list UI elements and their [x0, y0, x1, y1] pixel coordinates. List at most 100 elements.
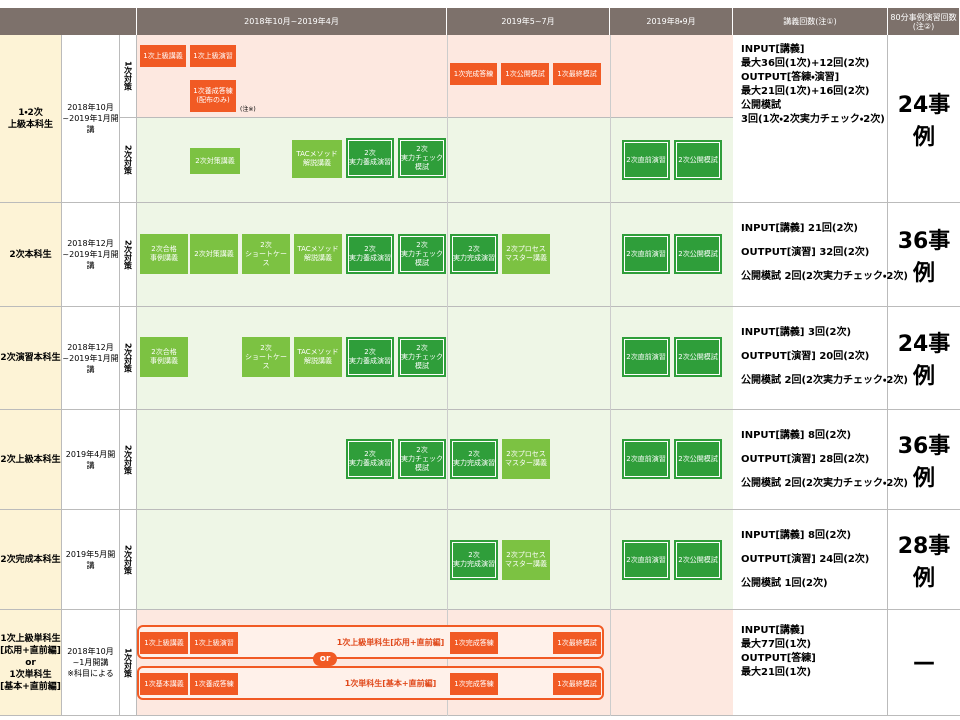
course-box-line: 2次直前演習	[626, 249, 666, 258]
course-box: 2次公開模試	[674, 540, 722, 580]
course-box-line: 2次公開模試	[678, 555, 718, 564]
header-blank	[0, 8, 137, 35]
course-box: 1次公開模試	[501, 63, 549, 85]
course-name-line: 2次本科生	[9, 249, 52, 260]
course-box-line: 1次上級講義	[144, 638, 184, 647]
course-period: 2019年5月開講	[62, 510, 120, 610]
case-count-text: 36事例	[897, 433, 951, 491]
case-count: —	[888, 610, 960, 716]
course-box: 2次合格 事例講義	[140, 337, 188, 377]
course-box: 2次公開模試	[674, 439, 722, 479]
phase-label-text: 2次対策	[123, 145, 133, 175]
lesson-line: 公開模試 2回(2次実力チェック・2次)	[741, 478, 908, 489]
course-box: 2次対策講義	[190, 148, 240, 174]
course-name-line: 1次上級単科生	[0, 633, 61, 644]
course-box-line: (配布のみ)	[196, 96, 230, 104]
course-box: 1次上級演習	[190, 632, 238, 654]
course-box: 2次プロセス マスター講義	[502, 540, 550, 580]
course-box: 1次最終模試	[553, 63, 601, 85]
case-count-text: 36事例	[897, 228, 951, 286]
course-box: 2次 実力養成演習	[346, 138, 394, 178]
course-box-line: マスター講義	[505, 459, 547, 467]
lesson-line: INPUT[講義] 3回(2次)	[741, 327, 852, 338]
course-box: 2次 実力完成演習	[450, 439, 498, 479]
course-box: 2次 ショートケース	[242, 234, 290, 274]
phase-label: 2次対策	[120, 307, 137, 410]
phase-label-text: 2次対策	[123, 239, 133, 270]
course-box-line: 実力チェック模試	[401, 352, 443, 370]
period-line: 2018年10月	[67, 103, 114, 112]
course-box: 2次直前演習	[622, 439, 670, 479]
course-name-line: or	[25, 657, 36, 668]
lesson-line: 最大21回(1次)+16回(2次)	[741, 86, 870, 97]
course-box: 2次公開模試	[674, 337, 722, 377]
case-count-text: 24事例	[897, 332, 951, 389]
course-name-line: 1・2次	[18, 107, 43, 118]
course-box-line: 2次	[260, 240, 272, 249]
course-box-line: 2次公開模試	[678, 352, 718, 361]
period-line: ~2019年1月開講	[62, 250, 119, 270]
course-box: 2次 実力完成演習	[450, 234, 498, 274]
case-count: 24事例	[888, 35, 960, 203]
course-box: 2次 実力チェック模試	[398, 337, 446, 377]
course-box-line: 2次プロセス	[506, 450, 546, 458]
header-cell: 2019年8・9月	[610, 8, 733, 35]
course-box-line: 解説講義	[304, 357, 332, 365]
lesson-line: INPUT[講義] 21回(2次)	[741, 223, 858, 234]
course-name: 2次上級本科生	[0, 410, 62, 510]
course-name: 1・2次 上級本科生	[0, 35, 62, 203]
course-period: 2018年10月~1月開講 ※科目による	[62, 610, 120, 716]
case-count: 28事例	[888, 510, 960, 610]
lesson-count: INPUT[講義] 最大77回(1次) OUTPUT[答練] 最大21回(1次)	[733, 610, 888, 716]
case-count: 36事例	[888, 203, 960, 307]
course-box-line: 実力完成演習	[453, 560, 495, 568]
course-name: 2次演習本科生	[0, 307, 62, 410]
column-rule	[447, 510, 448, 610]
lesson-count: INPUT[講義] 21回(2次) OUTPUT[演習] 32回(2次) 公開模試 …	[733, 203, 908, 307]
course-box-line: 2次	[468, 450, 480, 458]
or-badge: or	[313, 652, 337, 666]
course-box-line: 1次養成答練	[193, 87, 233, 95]
period-line: ~2019年1月開講	[62, 114, 119, 134]
course-box: 2次 実力チェック模試	[398, 234, 446, 274]
course-box-line: 実力チェック模試	[401, 454, 443, 472]
course-box-line: 事例講義	[150, 254, 178, 262]
course-box: 2次直前演習	[622, 234, 670, 274]
course-box: 1次完成答練	[450, 673, 498, 695]
course-box: TACメソッド 解説講義	[294, 234, 342, 274]
phase-label-text: 1次対策	[123, 647, 133, 678]
course-box-line: TACメソッド	[296, 150, 338, 158]
case-count: 24事例	[888, 307, 960, 410]
course-name-line: [基本+直前編]	[0, 681, 61, 692]
lesson-count: INPUT[講義] 最大36回(1次)+12回(2次) OUTPUT[答練・演習] 最…	[733, 35, 888, 203]
column-rule	[610, 118, 611, 203]
course-box-line: 実力養成演習	[349, 459, 391, 467]
period-line: 2018年10月~1月開講	[67, 647, 114, 667]
course-box-line: 1次公開模試	[505, 69, 545, 78]
lesson-line: OUTPUT[答練]	[741, 653, 816, 664]
course-box-line: ショートケース	[245, 352, 287, 370]
course-box-line: 2次	[364, 245, 376, 253]
course-box: 1次養成答練 (配布のみ)	[190, 80, 236, 112]
course-box-line: 1次完成答練	[454, 679, 494, 688]
column-rule	[610, 35, 611, 118]
header-cell: 講義回数(注①)	[733, 8, 888, 35]
phase-label-text: 2次対策	[123, 444, 133, 475]
column-rule	[447, 203, 448, 307]
course-box: 2次プロセス マスター講義	[502, 439, 550, 479]
course-box-line: 実力養成演習	[349, 357, 391, 365]
column-rule	[610, 510, 611, 610]
lesson-line: 最大21回(1次)	[741, 667, 812, 678]
lesson-line: 公開模試 2回(2次実力チェック・2次)	[741, 271, 908, 282]
course-box-line: 2次	[260, 343, 272, 352]
lesson-line: INPUT[講義] 8回(2次)	[741, 530, 852, 541]
course-box: 2次対策講義	[190, 234, 238, 274]
course-name-line: 上級本科生	[7, 119, 53, 130]
phase-label: 2次対策	[120, 510, 137, 610]
case-count-text: 24事例	[897, 92, 951, 150]
lesson-line: INPUT[講義]	[741, 625, 805, 636]
header-cell: 2019年5~7月	[447, 8, 610, 35]
course-box: 2次 実力チェック模試	[398, 439, 446, 479]
course-name: 2次完成本科生	[0, 510, 62, 610]
course-box-line: 実力養成演習	[349, 254, 391, 262]
